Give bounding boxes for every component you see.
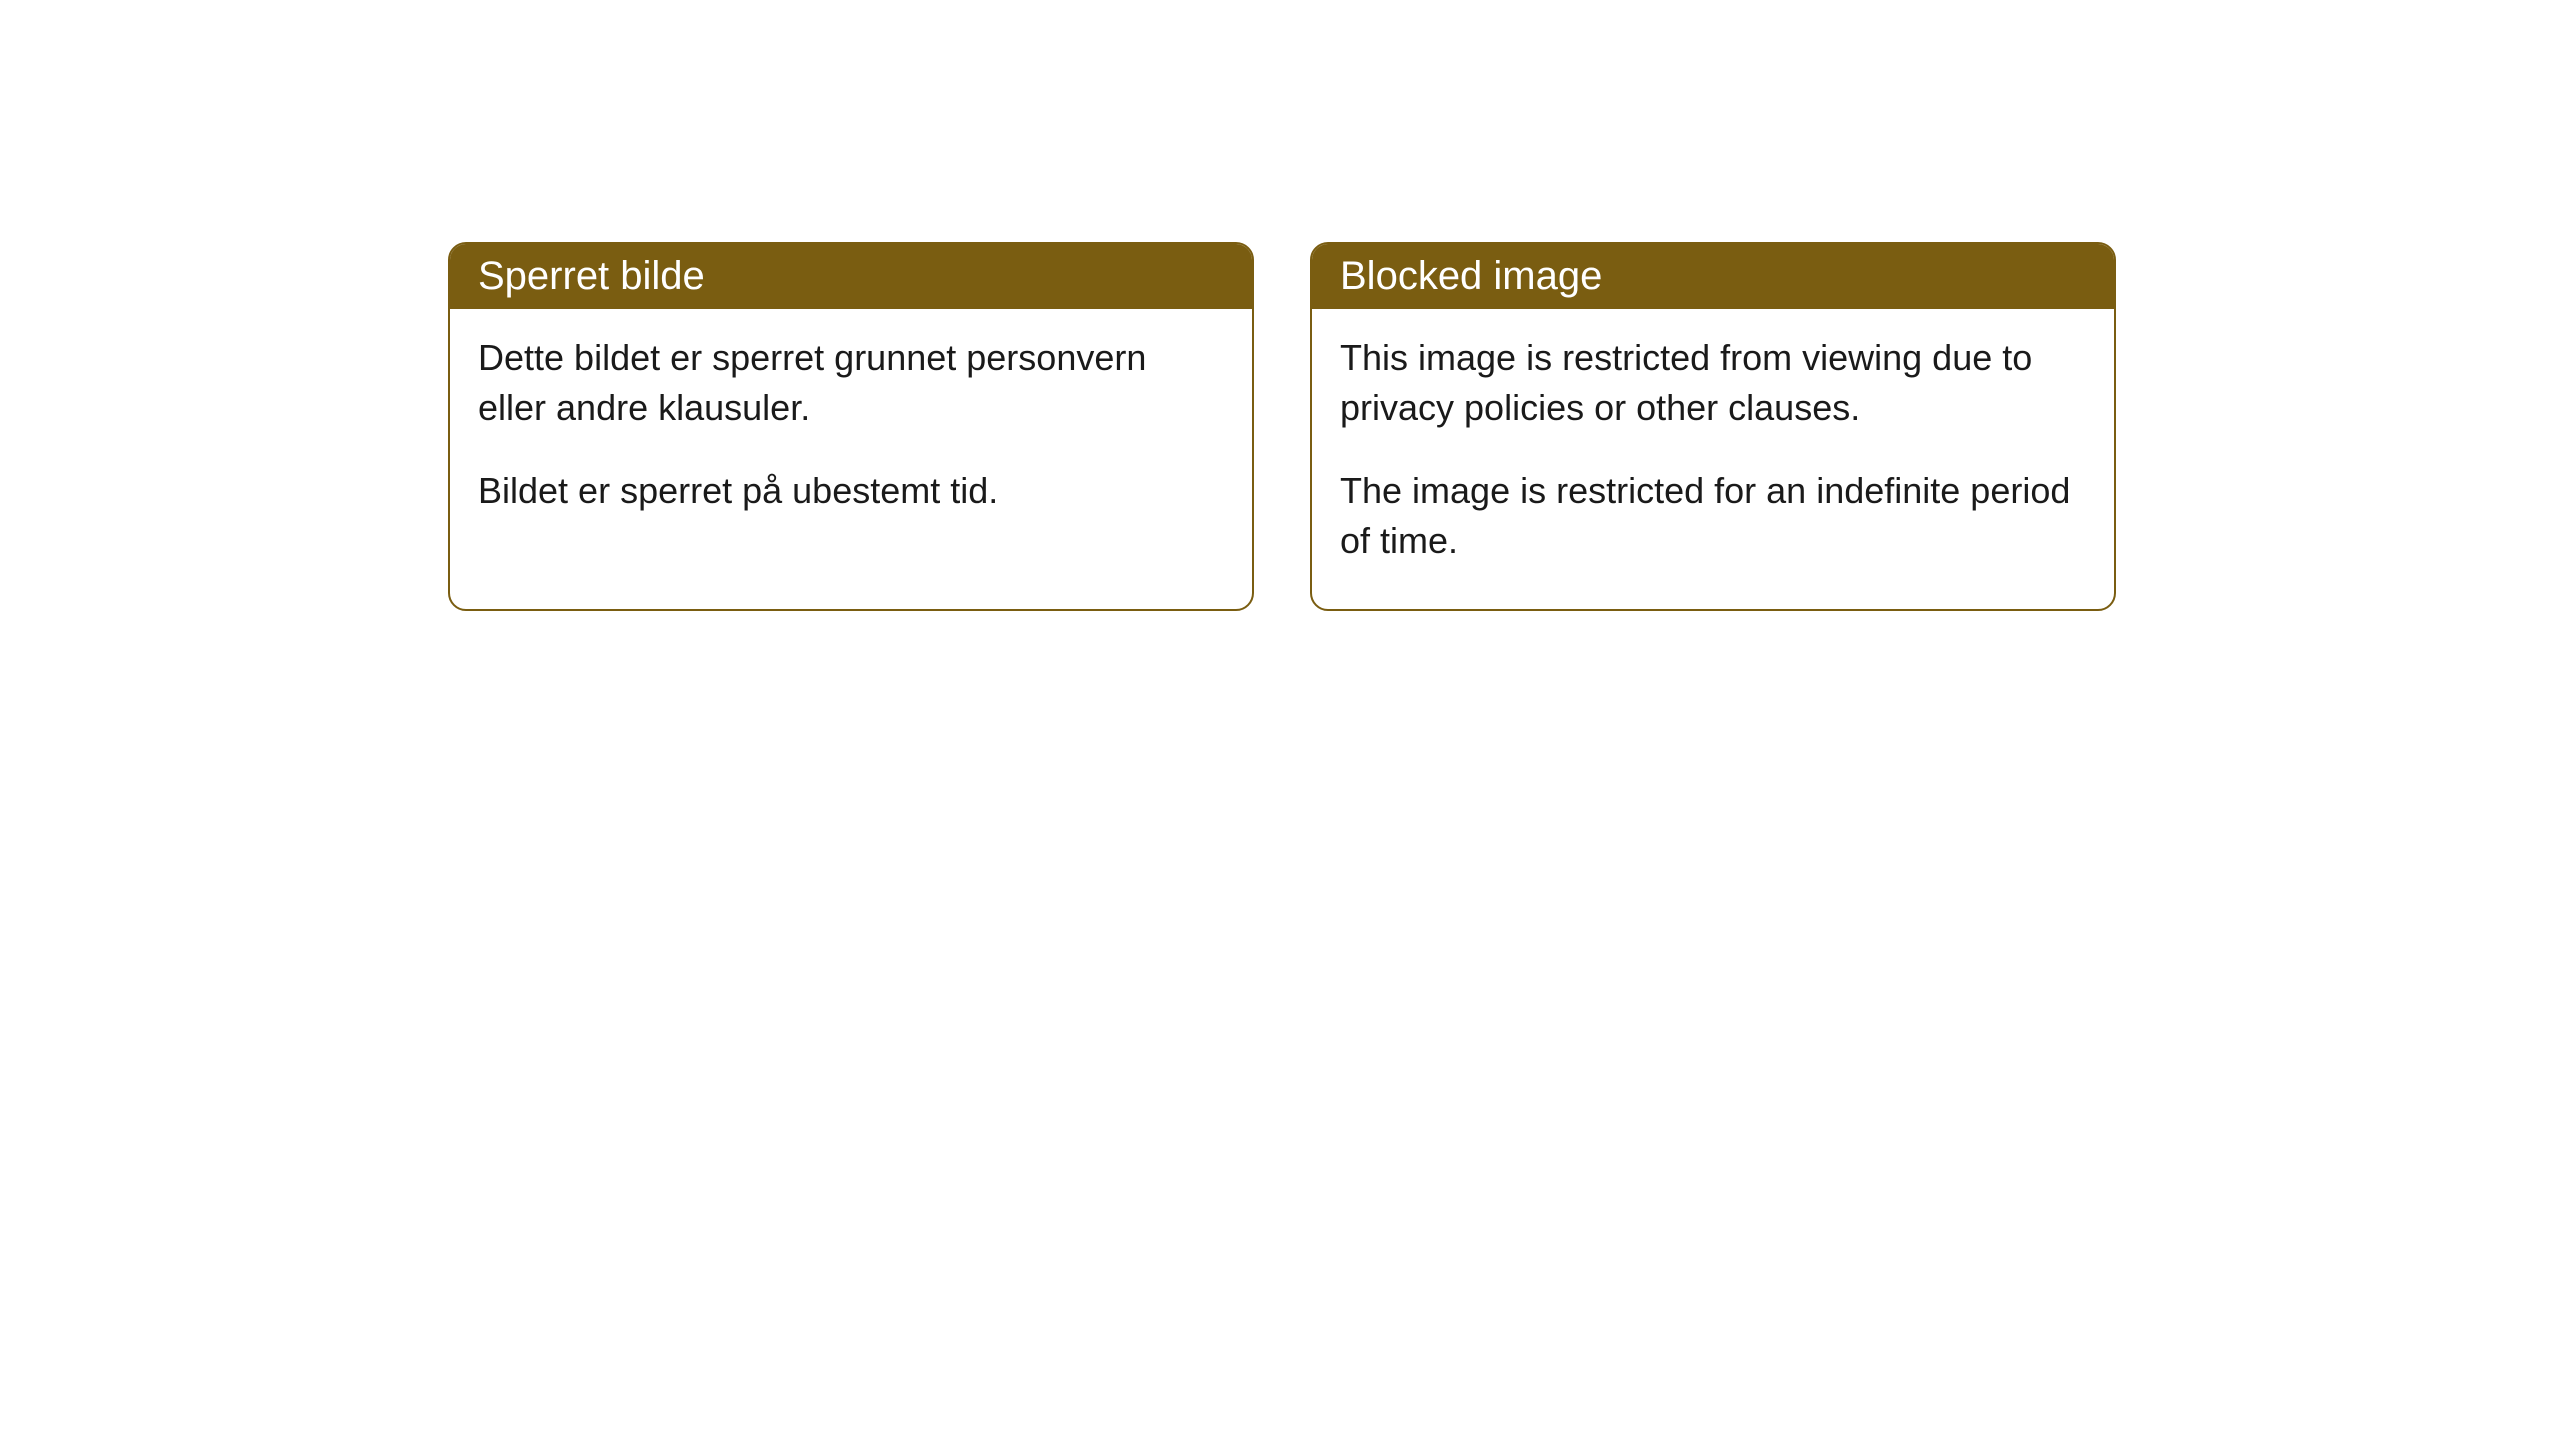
card-header-no: Sperret bilde	[450, 244, 1252, 309]
card-paragraph-1-no: Dette bildet er sperret grunnet personve…	[478, 333, 1224, 434]
cards-container: Sperret bilde Dette bildet er sperret gr…	[0, 0, 2560, 611]
card-header-en: Blocked image	[1312, 244, 2114, 309]
card-paragraph-2-no: Bildet er sperret på ubestemt tid.	[478, 466, 1224, 516]
card-title-no: Sperret bilde	[478, 254, 705, 298]
card-paragraph-1-en: This image is restricted from viewing du…	[1340, 333, 2086, 434]
blocked-image-card-en: Blocked image This image is restricted f…	[1310, 242, 2116, 611]
blocked-image-card-no: Sperret bilde Dette bildet er sperret gr…	[448, 242, 1254, 611]
card-body-en: This image is restricted from viewing du…	[1312, 309, 2114, 609]
card-title-en: Blocked image	[1340, 254, 1602, 298]
card-body-no: Dette bildet er sperret grunnet personve…	[450, 309, 1252, 558]
card-paragraph-2-en: The image is restricted for an indefinit…	[1340, 466, 2086, 567]
